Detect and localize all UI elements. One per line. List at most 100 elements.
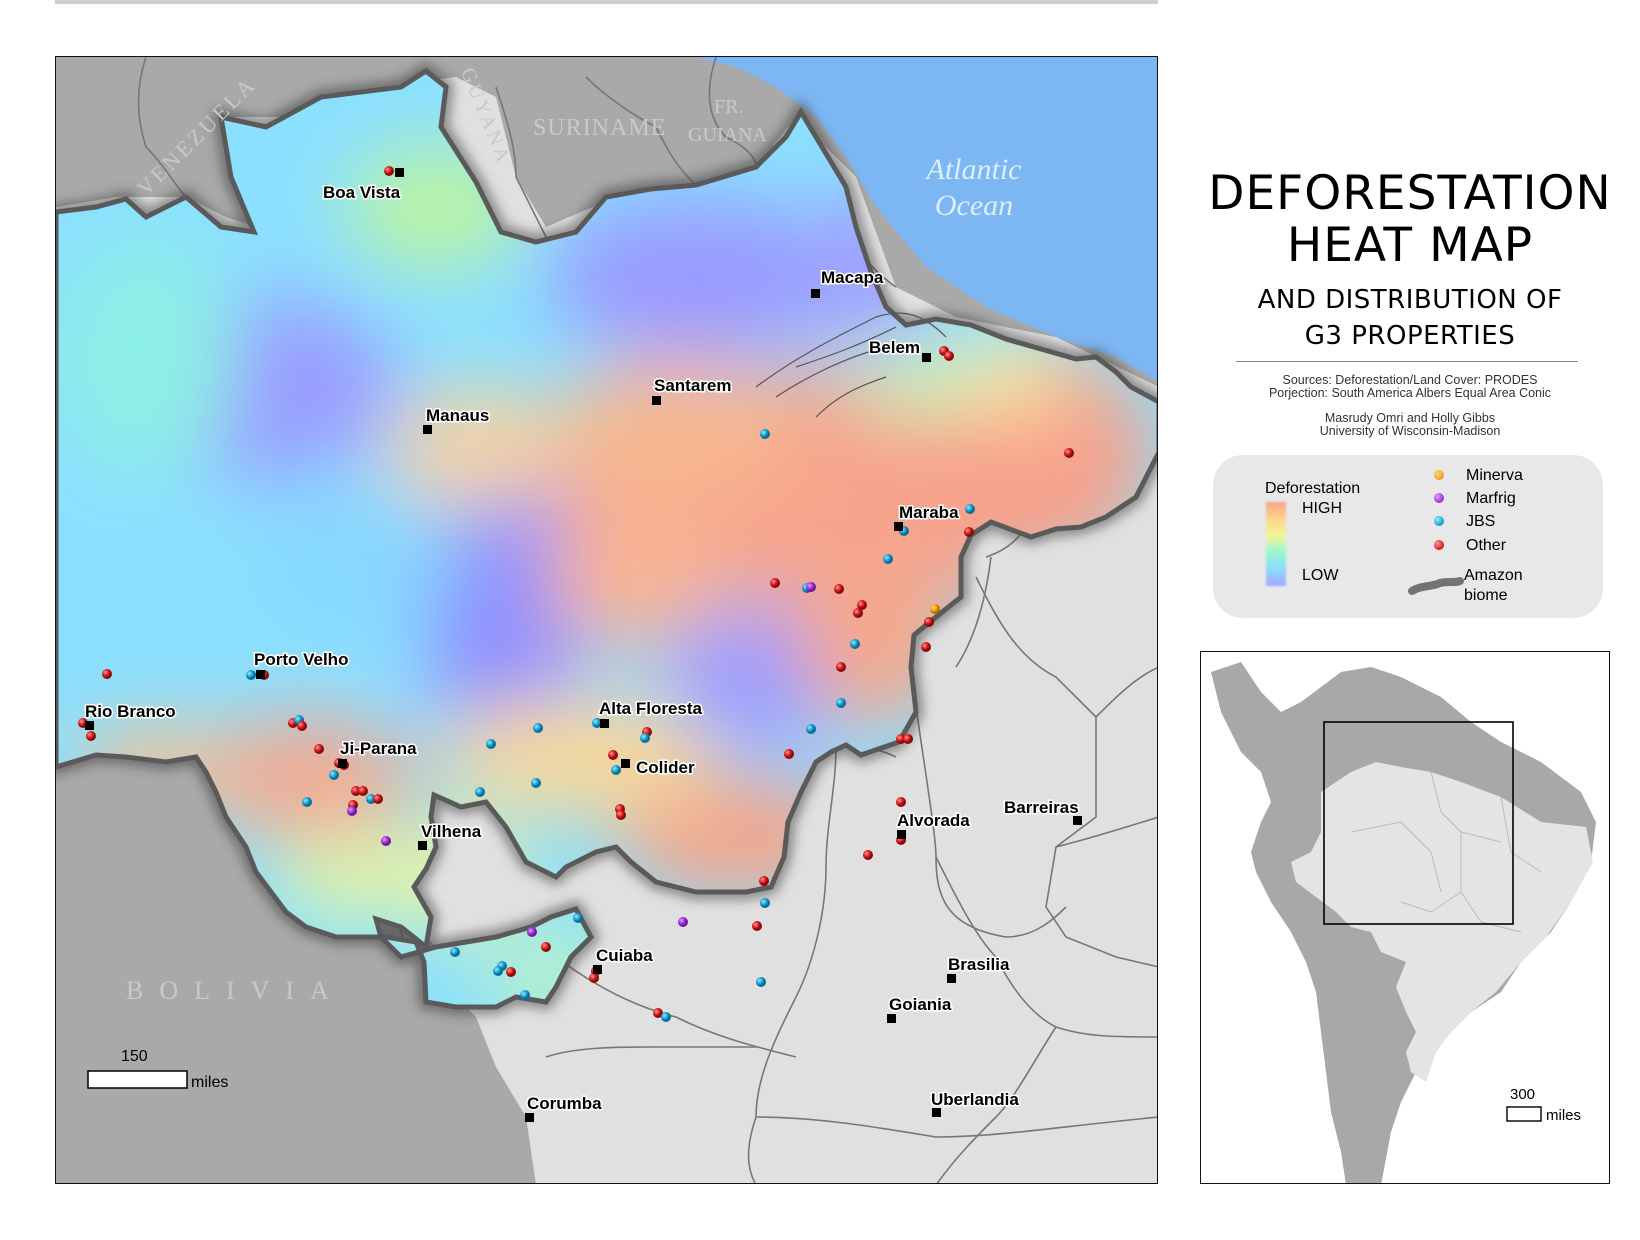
marfrig-point — [381, 836, 391, 846]
country-label-suriname: SURINAME — [533, 115, 666, 141]
other-point — [384, 166, 394, 176]
city-marker — [600, 719, 609, 728]
legend-other-dot — [1434, 540, 1444, 550]
other-point — [896, 797, 906, 807]
jbs-point — [533, 723, 543, 733]
city-label: Ji-Parana — [340, 739, 417, 758]
jbs-point — [531, 778, 541, 788]
jbs-point — [302, 797, 312, 807]
city-label: Macapa — [821, 268, 884, 287]
legend-biome-label-1: Amazon — [1464, 567, 1523, 584]
scale-bar-value: 150 — [121, 1048, 148, 1065]
inset-locator-map[interactable]: 300 miles — [1200, 651, 1610, 1184]
city-marker — [652, 396, 661, 405]
city-label: Goiania — [889, 995, 952, 1014]
jbs-point — [573, 913, 583, 923]
city-marker — [338, 759, 347, 768]
title-block: DEFORESTATION HEAT MAP AND DISTRIBUTION … — [1190, 168, 1630, 354]
jbs-point — [850, 639, 860, 649]
city-label: Rio Branco — [85, 702, 176, 721]
inset-scale-value: 300 — [1510, 1086, 1535, 1103]
title-divider — [1236, 361, 1578, 362]
city-label: Boa Vista — [323, 183, 401, 202]
other-point — [944, 351, 954, 361]
marfrig-point — [806, 582, 816, 592]
inset-scale-unit: miles — [1546, 1107, 1581, 1124]
marfrig-point — [678, 917, 688, 927]
jbs-point — [366, 794, 376, 804]
map-subtitle: AND DISTRIBUTION OF G3 PROPERTIES — [1257, 285, 1563, 351]
jbs-point — [640, 733, 650, 743]
inset-extent-box — [1323, 721, 1514, 925]
other-point — [903, 734, 913, 744]
city-marker — [256, 670, 265, 679]
other-point — [863, 850, 873, 860]
city-label: Colider — [636, 758, 695, 777]
other-point — [834, 584, 844, 594]
legend-jbs-dot — [1434, 516, 1444, 526]
city-label: Santarem — [654, 376, 731, 395]
other-point — [853, 608, 863, 618]
country-label-fr-guiana-1: FR. — [714, 96, 743, 118]
legend-other-label: Other — [1466, 537, 1507, 554]
other-point — [784, 749, 794, 759]
legend-high-label: HIGH — [1302, 500, 1342, 517]
top-divider — [55, 0, 1158, 4]
city-label: Manaus — [426, 406, 489, 425]
other-point — [896, 734, 906, 744]
scale-bar — [87, 1070, 188, 1089]
other-point — [752, 921, 762, 931]
other-point — [608, 750, 618, 760]
sources-line-1: Sources: Deforestation/Land Cover: PRODE… — [1282, 373, 1538, 387]
jbs-point — [329, 770, 339, 780]
other-point — [351, 786, 361, 796]
city-marker — [897, 830, 906, 839]
jbs-point — [520, 990, 530, 1000]
jbs-point — [760, 429, 770, 439]
main-map[interactable]: VENEZUELA GUYANA SURINAME FR. GUIANA BOL… — [55, 56, 1158, 1184]
jbs-point — [760, 898, 770, 908]
city-marker — [423, 425, 432, 434]
legend-biome-swatch — [1408, 577, 1464, 595]
other-point — [102, 669, 112, 679]
city-label: Brasilia — [948, 955, 1010, 974]
ocean-label-line2: Ocean — [935, 189, 1013, 222]
sources-text: Sources: Deforestation/Land Cover: PRODE… — [1190, 374, 1630, 400]
other-point — [836, 662, 846, 672]
city-marker — [418, 841, 427, 850]
other-point — [924, 617, 934, 627]
legend-minerva-dot — [1434, 470, 1444, 480]
jbs-point — [493, 966, 503, 976]
country-label-fr-guiana-2: GUIANA — [688, 124, 767, 146]
other-point — [358, 786, 368, 796]
legend-minerva-label: Minerva — [1466, 467, 1523, 484]
other-point — [1064, 448, 1074, 458]
city-marker — [894, 522, 903, 531]
other-point — [759, 876, 769, 886]
jbs-point — [450, 947, 460, 957]
legend-jbs-label: JBS — [1466, 513, 1496, 530]
city-marker — [947, 974, 956, 983]
city-marker — [85, 721, 94, 730]
jbs-point — [661, 1012, 671, 1022]
other-point — [86, 731, 96, 741]
legend-color-ramp — [1266, 502, 1286, 586]
property-points — [78, 166, 1074, 1022]
city-marker — [932, 1108, 941, 1117]
jbs-point — [756, 977, 766, 987]
other-point — [616, 810, 626, 820]
city-label: Barreiras — [1004, 798, 1079, 817]
city-label: Vilhena — [421, 822, 482, 841]
credits-line-2: University of Wisconsin-Madison — [1319, 424, 1501, 438]
map-title: DEFORESTATION HEAT MAP — [1208, 166, 1612, 273]
city-marker — [525, 1113, 534, 1122]
legend-ramp-title: Deforestation — [1265, 480, 1361, 497]
city-marker — [887, 1014, 896, 1023]
other-point — [770, 578, 780, 588]
legend-low-label: LOW — [1302, 567, 1339, 584]
legend-marfrig-dot — [1434, 493, 1444, 503]
jbs-point — [806, 724, 816, 734]
city-label: Alta Floresta — [599, 699, 703, 718]
city-label: Uberlandia — [931, 1090, 1019, 1109]
other-point — [653, 1008, 663, 1018]
